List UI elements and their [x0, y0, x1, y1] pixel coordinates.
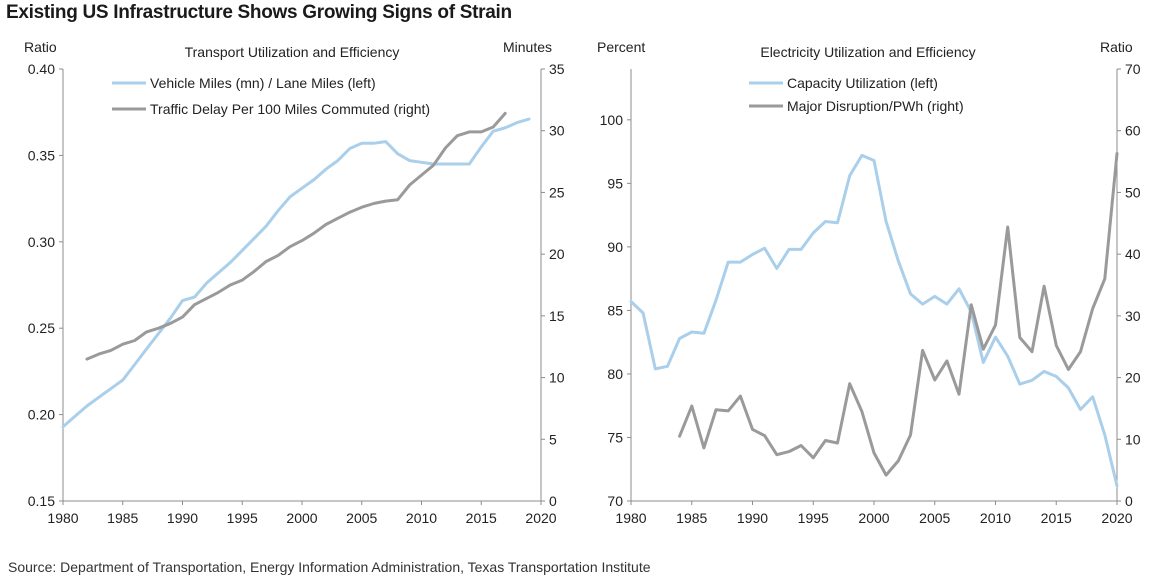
x-tick-label: 2020	[1101, 510, 1132, 526]
x-tick-label: 1990	[167, 510, 198, 526]
right-y-tick-label: 0	[549, 493, 557, 509]
left-y-tick-label: 85	[607, 302, 623, 318]
page-title: Existing US Infrastructure Shows Growing…	[6, 2, 512, 23]
right-y-tick-label: 20	[1125, 370, 1141, 386]
left-y-tick-label: 0.15	[28, 493, 55, 509]
legend-label: Capacity Utilization (left)	[787, 75, 938, 91]
x-tick-label: 1995	[798, 510, 829, 526]
left-axis-title: Ratio	[24, 39, 57, 55]
right-y-tick-label: 10	[549, 370, 565, 386]
x-tick-label: 1980	[47, 510, 78, 526]
x-tick-label: 2010	[980, 510, 1011, 526]
series-line-gray	[85, 111, 507, 361]
left-y-tick-label: 0.20	[28, 407, 55, 423]
chart-title: Electricity Utilization and Efficiency	[760, 44, 975, 60]
right-axis-title: Ratio	[1100, 39, 1133, 55]
right-y-tick-label: 70	[1125, 61, 1141, 77]
x-tick-label: 2000	[858, 510, 889, 526]
right-y-tick-label: 50	[1125, 184, 1141, 200]
left-axis-title: Percent	[597, 39, 645, 55]
right-y-tick-label: 5	[549, 431, 557, 447]
chart-title: Transport Utilization and Efficiency	[185, 44, 400, 60]
left-y-tick-label: 75	[607, 429, 623, 445]
left-y-tick-label: 0.25	[28, 320, 55, 336]
right-y-tick-label: 20	[549, 246, 565, 262]
legend-label: Vehicle Miles (mn) / Lane Miles (left)	[150, 75, 376, 91]
x-tick-label: 1980	[615, 510, 646, 526]
x-tick-label: 1995	[227, 510, 258, 526]
right-axis-title: Minutes	[503, 39, 552, 55]
x-tick-label: 2005	[919, 510, 950, 526]
left-y-tick-label: 0.30	[28, 234, 55, 250]
x-tick-label: 1990	[737, 510, 768, 526]
right-y-tick-label: 35	[549, 61, 565, 77]
left-y-tick-label: 0.40	[28, 61, 55, 77]
x-tick-label: 2020	[525, 510, 556, 526]
series-line-gray	[678, 152, 1119, 477]
left-y-tick-label: 95	[607, 175, 623, 191]
x-tick-label: 1985	[107, 510, 138, 526]
x-tick-label: 1985	[676, 510, 707, 526]
source-note: Source: Department of Transportation, En…	[8, 559, 651, 575]
x-tick-label: 2015	[1041, 510, 1072, 526]
x-tick-label: 2005	[346, 510, 377, 526]
x-tick-label: 2010	[406, 510, 437, 526]
left-y-tick-label: 70	[607, 493, 623, 509]
series-line-blue	[629, 153, 1119, 488]
legend-label: Major Disruption/PWh (right)	[787, 98, 964, 114]
right-y-tick-label: 40	[1125, 246, 1141, 262]
right-y-tick-label: 25	[549, 184, 565, 200]
right-y-tick-label: 10	[1125, 431, 1141, 447]
right-y-tick-label: 60	[1125, 123, 1141, 139]
left-y-tick-label: 100	[600, 112, 624, 128]
transport-chart: 1980 1985 1990 1995 2000 2005 2010 2015 20200.15…	[24, 39, 565, 526]
x-tick-label: 2015	[466, 510, 497, 526]
right-y-tick-label: 15	[549, 308, 565, 324]
series-line-blue	[61, 117, 531, 429]
left-y-tick-label: 0.35	[28, 147, 55, 163]
left-y-tick-label: 90	[607, 239, 623, 255]
electricity-chart: 1980 1985 1990 1995 2000 2005 2010 2015 20207075…	[597, 39, 1141, 526]
x-tick-label: 2000	[286, 510, 317, 526]
right-y-tick-label: 30	[1125, 308, 1141, 324]
right-y-tick-label: 0	[1125, 493, 1133, 509]
right-y-tick-label: 30	[549, 123, 565, 139]
left-y-tick-label: 80	[607, 366, 623, 382]
legend-label: Traffic Delay Per 100 Miles Commuted (ri…	[150, 101, 430, 117]
